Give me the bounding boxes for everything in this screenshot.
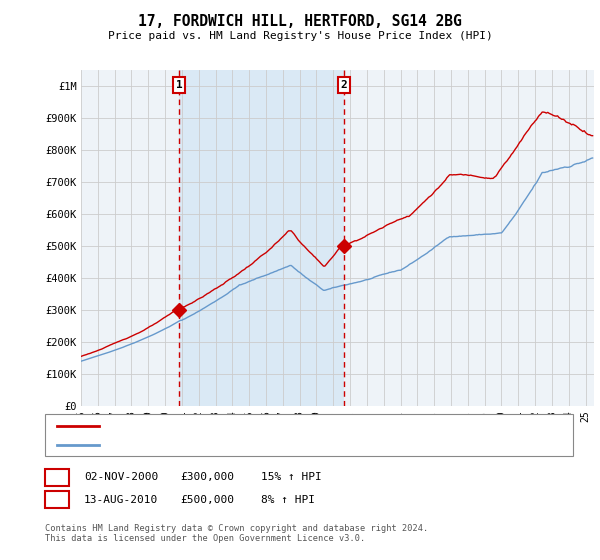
Text: 1: 1 [176,80,182,90]
Text: 17, FORDWICH HILL, HERTFORD, SG14 2BG (detached house): 17, FORDWICH HILL, HERTFORD, SG14 2BG (d… [108,421,425,431]
Text: HPI: Average price, detached house, East Hertfordshire: HPI: Average price, detached house, East… [108,440,425,450]
Text: 1: 1 [53,470,61,484]
Text: £300,000: £300,000 [180,472,234,482]
Text: 17, FORDWICH HILL, HERTFORD, SG14 2BG: 17, FORDWICH HILL, HERTFORD, SG14 2BG [138,14,462,29]
Text: 2: 2 [340,80,347,90]
Text: 13-AUG-2010: 13-AUG-2010 [84,494,158,505]
Text: 02-NOV-2000: 02-NOV-2000 [84,472,158,482]
Text: 2: 2 [53,493,61,506]
Text: £500,000: £500,000 [180,494,234,505]
Text: 8% ↑ HPI: 8% ↑ HPI [261,494,315,505]
Text: Contains HM Land Registry data © Crown copyright and database right 2024.
This d: Contains HM Land Registry data © Crown c… [45,524,428,543]
Text: 15% ↑ HPI: 15% ↑ HPI [261,472,322,482]
Text: Price paid vs. HM Land Registry's House Price Index (HPI): Price paid vs. HM Land Registry's House … [107,31,493,41]
Bar [179,70,344,406]
